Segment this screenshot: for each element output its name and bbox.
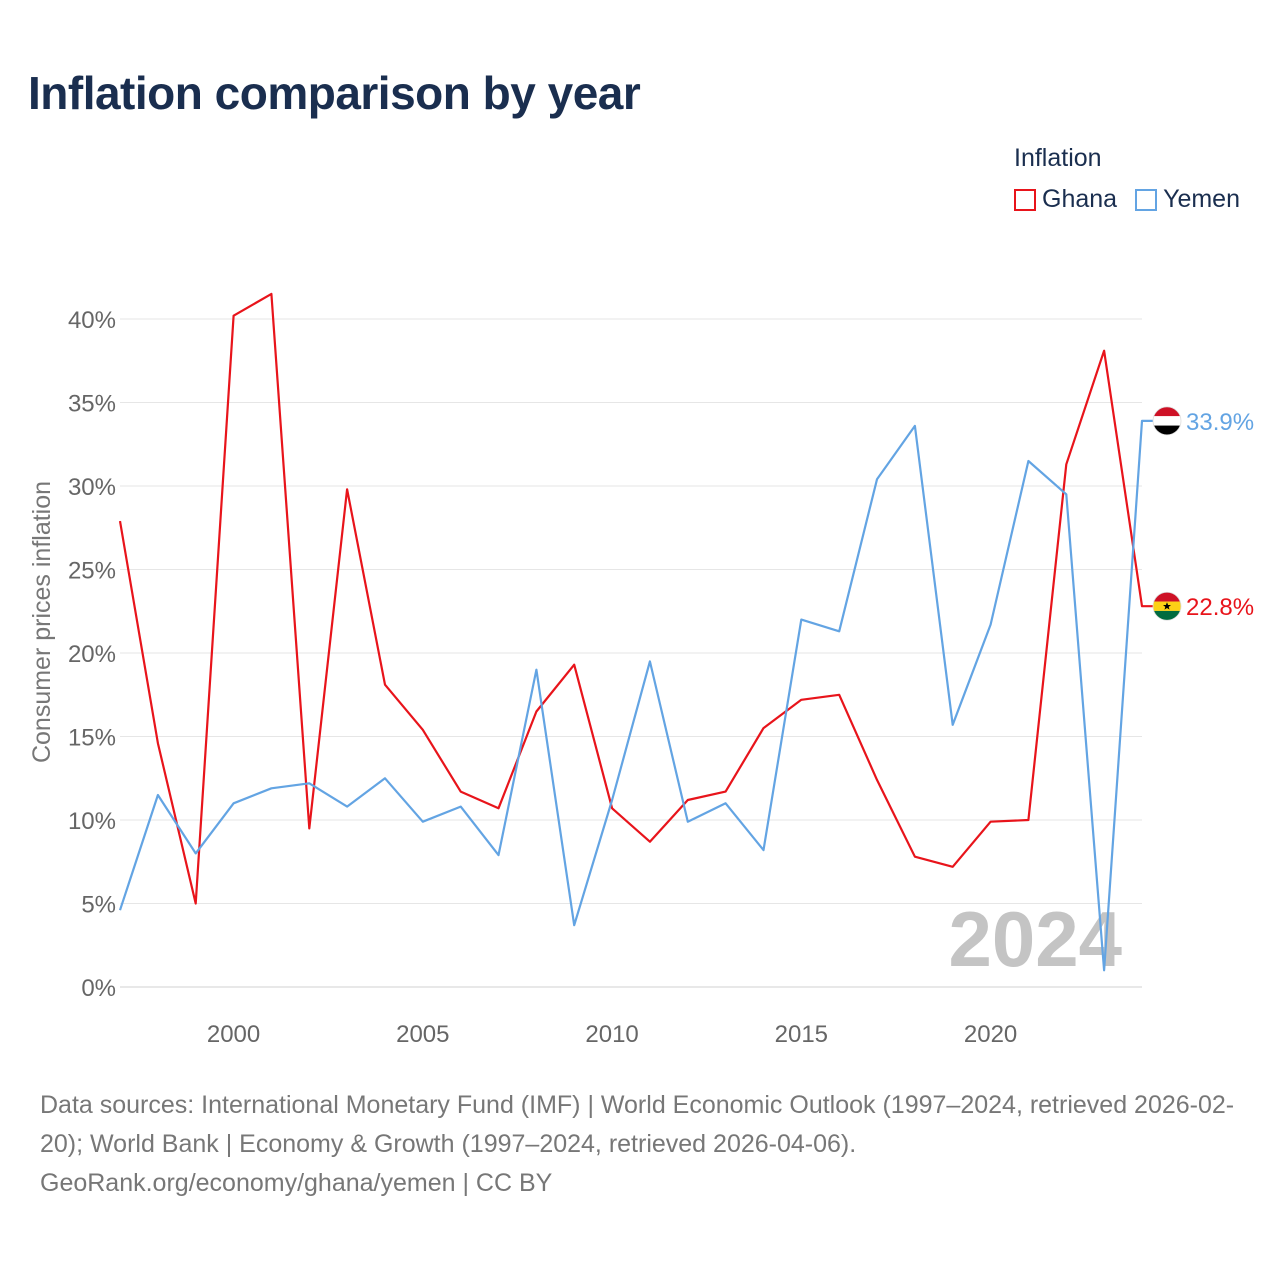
legend-label-ghana: Ghana	[1042, 185, 1118, 213]
data-sources: Data sources: International Monetary Fun…	[40, 1091, 1235, 1158]
legend-swatch-yemen	[1135, 188, 1158, 211]
attribution: GeoRank.org/economy/ghana/yemen | CC BY	[40, 1169, 553, 1197]
y-tick-label: 35%	[68, 391, 116, 418]
series-line-ghana	[118, 292, 1166, 905]
legend-item-ghana[interactable]: Ghana	[1014, 185, 1117, 214]
y-tick-label: 20%	[68, 641, 116, 668]
end-labels: 22.8% 33.9%	[1152, 406, 1254, 621]
flag-yemen-icon	[1152, 406, 1182, 436]
x-tick-label: 2000	[207, 1021, 260, 1048]
end-label-yemen: 33.9%	[1186, 409, 1254, 436]
y-tick-label: 0%	[81, 975, 116, 1002]
y-tick-label: 40%	[68, 307, 116, 334]
y-tick-label: 15%	[68, 725, 116, 752]
x-axis: 2000 2005 2010 2015 2020	[207, 1021, 1017, 1048]
y-tick-label: 30%	[68, 474, 116, 501]
x-tick-label: 2010	[585, 1021, 638, 1048]
end-label-ghana: 22.8%	[1186, 594, 1254, 621]
legend-title: Inflation	[1014, 144, 1102, 172]
footer: Data sources: International Monetary Fun…	[40, 1086, 1250, 1203]
series-line-yemen	[118, 419, 1166, 972]
legend-item-yemen[interactable]: Yemen	[1135, 185, 1240, 214]
legend: Inflation Ghana Yemen	[1014, 144, 1240, 214]
y-axis-label: Consumer prices inflation	[28, 481, 56, 763]
legend-swatch-ghana	[1014, 188, 1037, 211]
year-watermark: 2024	[948, 895, 1122, 983]
chart-area: 0%5%10%15%20%25%30%35%40% 2000 2005 2010 20…	[28, 292, 1254, 1048]
chart-title: Inflation comparison by year	[28, 67, 641, 119]
gridlines	[120, 318, 1142, 988]
series-lines	[118, 292, 1166, 972]
flag-ghana-icon	[1152, 591, 1182, 621]
x-tick-label: 2015	[775, 1021, 828, 1048]
y-tick-label: 10%	[68, 808, 116, 835]
y-tick-label: 5%	[81, 892, 116, 919]
y-axis: 0% 5% 10% 15% 20% 25% 30% 35% 40%	[68, 307, 116, 1002]
y-tick-label: 25%	[68, 558, 116, 585]
x-tick-label: 2005	[396, 1021, 449, 1048]
x-tick-label: 2020	[964, 1021, 1017, 1048]
legend-label-yemen: Yemen	[1163, 185, 1240, 213]
